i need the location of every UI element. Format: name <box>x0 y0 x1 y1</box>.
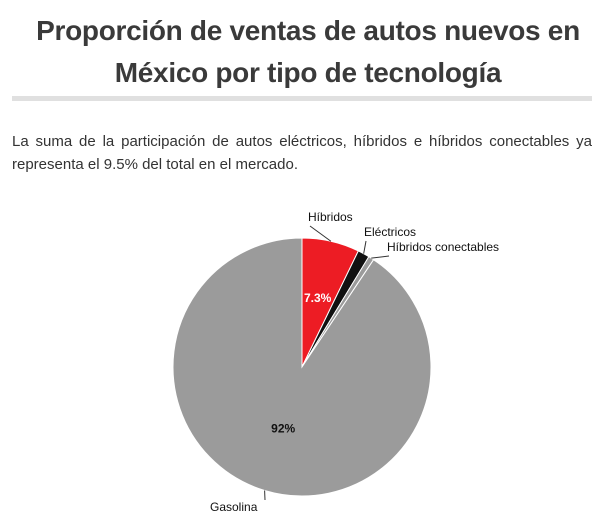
value-label: 92% <box>271 421 295 435</box>
pie-slice <box>172 237 432 497</box>
leader-line <box>371 255 390 259</box>
slice-label: Híbridos <box>308 210 353 224</box>
chart-subtitle: La suma de la participación de autos elé… <box>12 133 592 173</box>
leader-line <box>309 225 332 242</box>
slice-label: Gasolina <box>210 500 258 514</box>
leader-line <box>363 240 367 254</box>
chart-title: Proporción de ventas de autos nuevos en … <box>36 15 580 88</box>
value-label: 7.3% <box>304 291 332 305</box>
slice-label: Híbridos conectables <box>387 240 499 254</box>
divider <box>12 96 592 101</box>
slice-label: Eléctricos <box>364 225 416 239</box>
